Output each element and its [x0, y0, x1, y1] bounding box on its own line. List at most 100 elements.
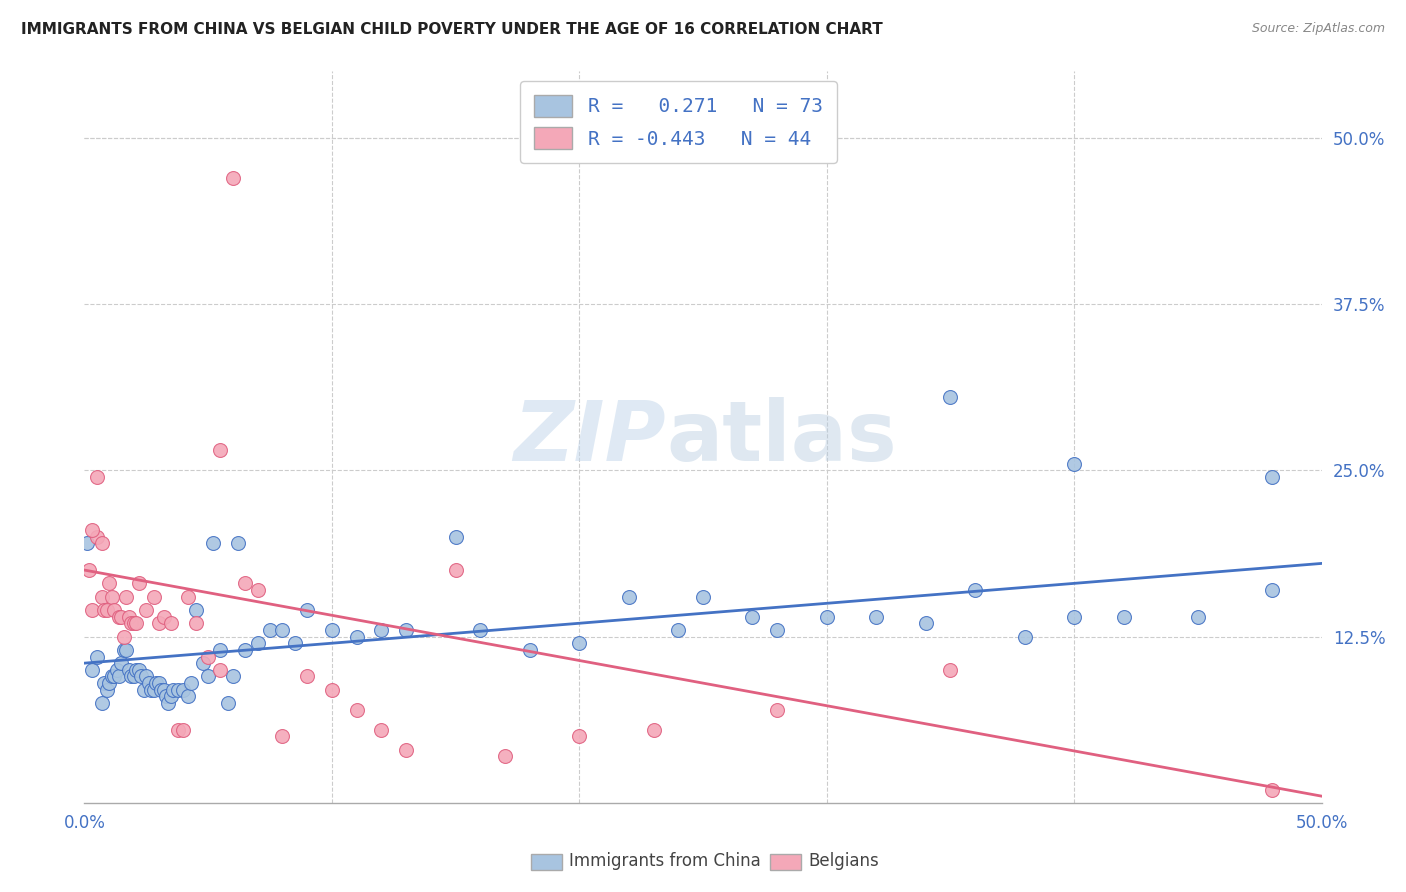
Point — [444, 530, 467, 544]
Point — [142, 682, 165, 697]
Point — [152, 609, 174, 624]
Point — [226, 536, 249, 550]
Point — [76, 536, 98, 550]
Point — [815, 609, 838, 624]
Point — [444, 563, 467, 577]
Point — [666, 623, 689, 637]
Point — [132, 682, 155, 697]
Point — [370, 623, 392, 637]
Point — [125, 616, 148, 631]
Point — [370, 723, 392, 737]
Point — [494, 749, 516, 764]
Point — [122, 669, 145, 683]
Point — [519, 643, 541, 657]
Point — [233, 643, 256, 657]
Point — [135, 669, 157, 683]
Point — [80, 603, 103, 617]
Point — [321, 682, 343, 697]
Point — [321, 623, 343, 637]
Point — [209, 443, 232, 458]
Point — [202, 536, 225, 550]
Point — [110, 656, 132, 670]
Text: Belgians: Belgians — [808, 852, 879, 870]
Point — [142, 590, 165, 604]
Point — [152, 682, 174, 697]
Point — [197, 669, 219, 683]
Point — [1063, 457, 1085, 471]
Point — [1112, 609, 1135, 624]
Point — [1014, 630, 1036, 644]
Point — [766, 703, 789, 717]
Point — [118, 663, 141, 677]
Point — [93, 603, 115, 617]
Point — [271, 729, 294, 743]
Point — [209, 663, 232, 677]
Point — [172, 723, 194, 737]
Point — [914, 616, 936, 631]
Point — [865, 609, 887, 624]
Point — [98, 676, 121, 690]
Point — [766, 623, 789, 637]
Point — [939, 663, 962, 677]
Point — [222, 669, 245, 683]
Point — [191, 656, 214, 670]
Point — [118, 609, 141, 624]
Point — [90, 696, 112, 710]
Point — [167, 723, 190, 737]
Point — [233, 576, 256, 591]
Point — [246, 636, 269, 650]
Point — [692, 590, 714, 604]
Point — [1063, 609, 1085, 624]
Text: IMMIGRANTS FROM CHINA VS BELGIAN CHILD POVERTY UNDER THE AGE OF 16 CORRELATION C: IMMIGRANTS FROM CHINA VS BELGIAN CHILD P… — [21, 22, 883, 37]
Point — [110, 609, 132, 624]
Point — [568, 636, 591, 650]
Legend: R =   0.271   N = 73, R = -0.443   N = 44: R = 0.271 N = 73, R = -0.443 N = 44 — [520, 81, 837, 163]
Point — [115, 643, 138, 657]
Point — [1261, 782, 1284, 797]
Point — [395, 742, 418, 756]
Point — [295, 603, 318, 617]
Point — [470, 623, 492, 637]
Point — [177, 690, 200, 704]
Point — [86, 649, 108, 664]
Point — [157, 696, 180, 710]
Point — [209, 643, 232, 657]
Point — [129, 669, 152, 683]
Text: ZIP: ZIP — [513, 397, 666, 477]
Point — [108, 609, 131, 624]
Point — [138, 676, 160, 690]
Point — [96, 682, 118, 697]
Point — [1261, 470, 1284, 484]
Point — [167, 682, 190, 697]
Point — [90, 536, 112, 550]
Point — [125, 663, 148, 677]
Point — [643, 723, 665, 737]
Point — [128, 576, 150, 591]
Point — [100, 669, 122, 683]
Point — [162, 682, 184, 697]
Point — [346, 630, 368, 644]
Point — [122, 616, 145, 631]
Text: atlas: atlas — [666, 397, 897, 477]
Point — [150, 682, 173, 697]
Point — [284, 636, 307, 650]
Point — [271, 623, 294, 637]
Point — [112, 630, 135, 644]
Point — [120, 669, 142, 683]
Point — [160, 690, 183, 704]
Point — [395, 623, 418, 637]
Point — [939, 390, 962, 404]
Point — [145, 676, 167, 690]
Point — [295, 669, 318, 683]
Point — [135, 603, 157, 617]
Point — [172, 682, 194, 697]
Point — [568, 729, 591, 743]
Point — [96, 603, 118, 617]
Point — [86, 530, 108, 544]
Point — [965, 582, 987, 597]
Point — [128, 663, 150, 677]
Point — [197, 649, 219, 664]
Point — [155, 690, 177, 704]
Point — [112, 643, 135, 657]
Point — [79, 563, 101, 577]
